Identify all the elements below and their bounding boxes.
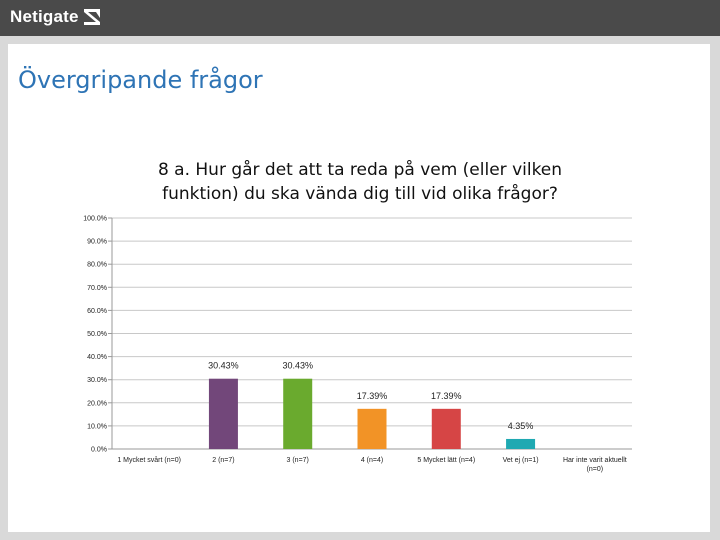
- x-tick-label: 2 (n=7): [212, 457, 234, 464]
- data-label: 17.39%: [357, 391, 388, 401]
- bar: [431, 408, 461, 449]
- netigate-mark-icon: [84, 9, 100, 25]
- bar: [208, 378, 238, 449]
- y-tick-label: 40.0%: [87, 354, 107, 361]
- bar: [506, 438, 536, 449]
- y-tick-label: 10.0%: [87, 423, 107, 430]
- chart-title: 8 a. Hur går det att ta reda på vem (ell…: [150, 158, 570, 206]
- y-tick-label: 0.0%: [91, 447, 107, 454]
- x-tick-label: 3 (n=7): [287, 457, 309, 464]
- y-tick-label: 90.0%: [87, 239, 107, 246]
- x-tick-label: Har inte varit aktuellt: [563, 457, 627, 464]
- y-tick-label: 80.0%: [87, 262, 107, 269]
- data-label: 17.39%: [431, 391, 462, 401]
- data-label: 4.35%: [508, 421, 534, 431]
- x-tick-label: Vet ej (n=1): [503, 457, 539, 464]
- x-tick-label: 4 (n=4): [361, 457, 383, 464]
- bar: [283, 378, 313, 449]
- x-tick-label: (n=0): [587, 466, 604, 473]
- x-tick-label: 5 Mycket lätt (n=4): [417, 457, 475, 464]
- page-title: Övergripande frågor: [18, 66, 263, 94]
- data-label: 30.43%: [282, 361, 313, 371]
- data-label: 30.43%: [208, 361, 239, 371]
- y-tick-label: 30.0%: [87, 377, 107, 384]
- y-tick-label: 50.0%: [87, 331, 107, 338]
- x-tick-label: 1 Mycket svårt (n=0): [117, 456, 181, 464]
- bar: [357, 408, 387, 449]
- y-tick-label: 60.0%: [87, 308, 107, 315]
- y-tick-label: 100.0%: [83, 216, 107, 223]
- chart-title-line-2: funktion) du ska vända dig till vid olik…: [162, 184, 558, 204]
- netigate-logo: Netigate: [10, 7, 79, 26]
- y-tick-label: 20.0%: [87, 400, 107, 407]
- app-header: Netigate: [0, 0, 720, 36]
- y-tick-label: 70.0%: [87, 285, 107, 292]
- chart-title-line-1: 8 a. Hur går det att ta reda på vem (ell…: [157, 160, 563, 180]
- slide-panel: [8, 44, 710, 532]
